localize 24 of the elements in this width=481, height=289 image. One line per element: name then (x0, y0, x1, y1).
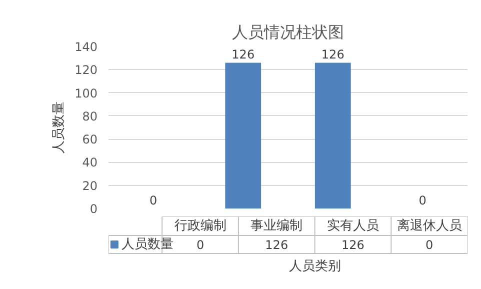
y-tick-label: 140 (74, 40, 98, 54)
y-tick-label: 100 (74, 86, 98, 100)
x-tick-label: 行政编制 (174, 218, 226, 234)
y-tick-label: 80 (82, 109, 98, 124)
data-label: 0 (426, 238, 434, 252)
x-tick-label: 实有人员 (326, 218, 379, 234)
data-label: 126 (265, 238, 288, 252)
x-axis-title: 人员类别 (288, 259, 341, 274)
annotation: 126 (232, 48, 255, 62)
y-tick-label: 20 (82, 178, 98, 193)
x-tick-label: 离退休人员 (396, 218, 462, 234)
legend-label: 人员数量 (122, 237, 174, 252)
data-label: 0 (196, 238, 204, 252)
annotation: 126 (321, 48, 344, 62)
y-tick-label: 60 (82, 132, 98, 147)
chart-title: 人员情况柱状图 (232, 22, 344, 42)
data-label: 126 (342, 238, 364, 252)
y-tick-label: 0 (90, 202, 98, 216)
annotation: 0 (150, 194, 158, 208)
y-tick-label: 40 (82, 156, 98, 170)
y-axis-title: 人员数量 (52, 102, 67, 154)
annotation: 0 (418, 194, 426, 208)
y-tick-label: 120 (74, 63, 98, 78)
x-tick-label: 事业编制 (250, 218, 303, 234)
